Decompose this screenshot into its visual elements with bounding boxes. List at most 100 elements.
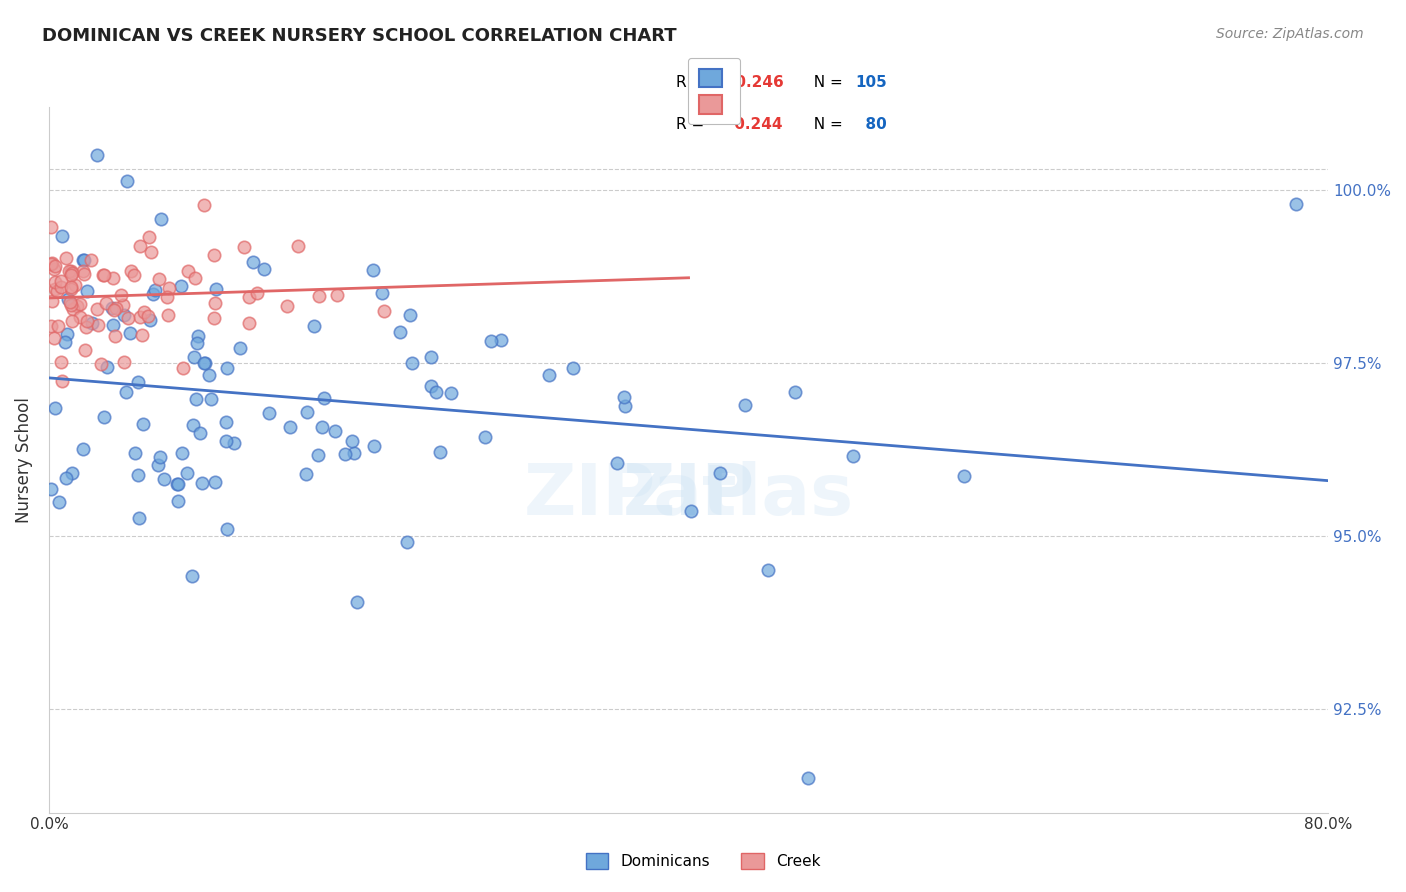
- Point: [60, 313, 83, 327]
- Point: [63, 277, 86, 292]
- Point: [181, 417, 204, 432]
- Point: [953, 469, 976, 483]
- Point: [183, 350, 205, 364]
- Point: [308, 448, 330, 462]
- Point: [60, 282, 83, 296]
- Point: [93, 409, 115, 424]
- Point: [215, 360, 238, 375]
- Point: [166, 494, 188, 508]
- Point: [537, 368, 560, 382]
- Point: [842, 449, 865, 463]
- Point: [340, 434, 363, 448]
- Point: [278, 420, 301, 434]
- Point: [51, 374, 73, 388]
- Point: [148, 458, 170, 473]
- Point: [323, 425, 346, 439]
- Point: [184, 271, 207, 285]
- Point: [39, 319, 62, 334]
- Point: [217, 522, 239, 536]
- Point: [93, 268, 115, 282]
- Point: [79, 252, 101, 267]
- Point: [420, 350, 443, 364]
- Point: [59, 264, 82, 278]
- Point: [53, 335, 76, 350]
- Point: [188, 426, 211, 441]
- Point: [295, 405, 318, 419]
- Point: [110, 287, 132, 301]
- Point: [157, 308, 180, 322]
- Text: DOMINICAN VS CREEK NURSERY SCHOOL CORRELATION CHART: DOMINICAN VS CREEK NURSERY SCHOOL CORREL…: [42, 27, 676, 45]
- Point: [60, 266, 83, 280]
- Point: [51, 280, 73, 294]
- Point: [129, 239, 152, 253]
- Text: Source: ZipAtlas.com: Source: ZipAtlas.com: [1216, 27, 1364, 41]
- Point: [204, 296, 226, 310]
- Point: [141, 244, 163, 259]
- Point: [76, 284, 98, 298]
- Point: [73, 267, 96, 281]
- Point: [157, 281, 180, 295]
- Point: [138, 310, 160, 324]
- Point: [138, 229, 160, 244]
- Point: [117, 310, 139, 325]
- Point: [75, 343, 97, 357]
- Point: [59, 268, 82, 282]
- Point: [606, 456, 628, 470]
- Point: [176, 466, 198, 480]
- Point: [72, 253, 94, 268]
- Point: [143, 283, 166, 297]
- Point: [142, 287, 165, 301]
- Point: [39, 257, 62, 271]
- Point: [148, 271, 170, 285]
- Point: [60, 467, 83, 481]
- Point: [75, 319, 97, 334]
- Point: [149, 211, 172, 226]
- Point: [308, 288, 330, 302]
- Point: [51, 229, 73, 244]
- Point: [60, 298, 83, 312]
- Point: [343, 446, 366, 460]
- Point: [41, 294, 63, 309]
- Point: [371, 286, 394, 301]
- Point: [112, 298, 135, 312]
- Point: [46, 284, 69, 298]
- Point: [169, 278, 191, 293]
- Point: [314, 392, 336, 406]
- Point: [166, 476, 188, 491]
- Point: [295, 467, 318, 481]
- Point: [346, 594, 368, 608]
- Point: [242, 255, 264, 269]
- Point: [193, 198, 215, 212]
- Point: [127, 467, 149, 482]
- Point: [69, 296, 91, 310]
- Point: [311, 420, 333, 434]
- Point: [129, 310, 152, 325]
- Point: [734, 398, 756, 412]
- Point: [139, 313, 162, 327]
- Point: [246, 286, 269, 301]
- Point: [325, 288, 347, 302]
- Point: [215, 434, 238, 449]
- Point: [401, 356, 423, 370]
- Point: [55, 251, 77, 265]
- Point: [363, 439, 385, 453]
- Point: [72, 263, 94, 277]
- Point: [59, 280, 82, 294]
- Point: [191, 475, 214, 490]
- Text: 0.244: 0.244: [730, 117, 783, 132]
- Point: [335, 447, 357, 461]
- Point: [197, 368, 219, 383]
- Point: [46, 319, 69, 334]
- Point: [613, 390, 636, 404]
- Point: [62, 301, 84, 316]
- Point: [153, 472, 176, 486]
- Point: [156, 290, 179, 304]
- Point: [86, 301, 108, 316]
- Point: [202, 311, 225, 326]
- Point: [204, 282, 226, 296]
- Point: [561, 360, 583, 375]
- Point: [44, 281, 66, 295]
- Point: [124, 268, 146, 282]
- Point: [48, 495, 70, 509]
- Point: [425, 384, 447, 399]
